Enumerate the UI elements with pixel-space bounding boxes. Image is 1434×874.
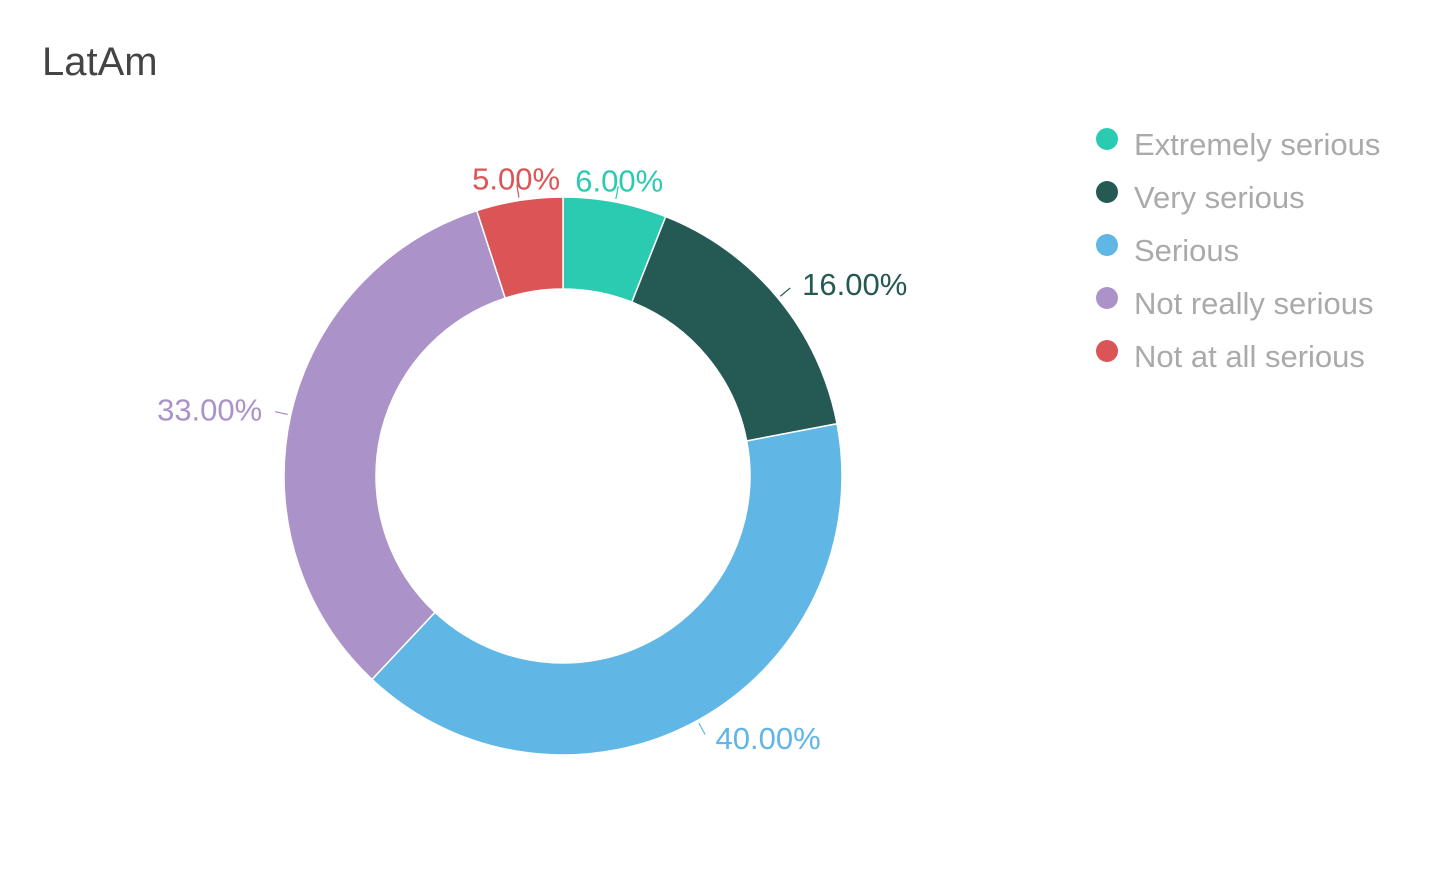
legend-label: Extremely serious: [1134, 126, 1381, 162]
slice-value-label: 6.00%: [575, 163, 663, 198]
leader-line: [698, 722, 706, 735]
legend-swatch: [1096, 233, 1118, 256]
legend-item-very-serious[interactable]: Very serious: [1096, 171, 1380, 224]
leader-line: [615, 186, 619, 200]
donut-slice-not-really-serious[interactable]: [283, 209, 507, 681]
slice-value-label: 16.00%: [802, 267, 907, 302]
slice-value-label: 33.00%: [157, 393, 262, 428]
legend-item-not-really-serious[interactable]: Not really serious: [1096, 277, 1380, 330]
legend-label: Not at all serious: [1134, 338, 1365, 374]
legend-item-serious[interactable]: Serious: [1096, 224, 1380, 277]
donut-slice-serious[interactable]: [370, 422, 843, 756]
leader-line: [516, 184, 520, 198]
legend-swatch: [1096, 339, 1118, 362]
chart-title: LatAm: [42, 40, 158, 84]
leader-line: [779, 287, 791, 297]
legend-swatch: [1096, 286, 1118, 309]
legend-item-not-at-all-serious[interactable]: Not at all serious: [1096, 330, 1380, 383]
legend-swatch: [1096, 127, 1118, 150]
legend: Extremely serious Very serious Serious N…: [1096, 118, 1380, 383]
legend-label: Not really serious: [1134, 285, 1374, 321]
leader-line: [274, 411, 288, 416]
donut-slice-not-at-all-serious[interactable]: [475, 196, 564, 300]
slice-value-label: 40.00%: [716, 721, 821, 756]
legend-label: Very serious: [1134, 179, 1305, 215]
legend-label: Serious: [1134, 232, 1240, 268]
legend-swatch: [1096, 180, 1118, 203]
slice-value-label: 5.00%: [472, 162, 560, 197]
donut-slice-very-serious[interactable]: [630, 215, 838, 442]
legend-item-extremely-serious[interactable]: Extremely serious: [1096, 118, 1380, 171]
